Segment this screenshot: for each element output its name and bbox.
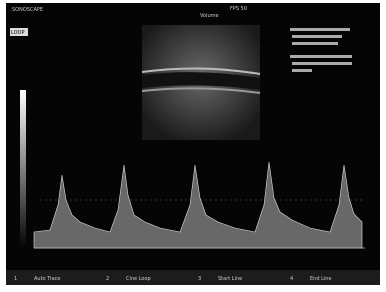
ultrasound-screen: SONOSCAPE FPS 50 Volume LOOP 1 Auto Trace… <box>0 0 386 288</box>
page: SONOSCAPE FPS 50 Volume LOOP 1 Auto Trace… <box>0 0 386 288</box>
gray-scale-bar <box>20 90 26 250</box>
menu-key: 3 <box>198 276 201 282</box>
menu-label: End Line <box>310 276 332 282</box>
menu-label: Cine Loop <box>126 276 151 282</box>
fps: FPS 50 <box>230 6 247 12</box>
menu-key: 1 <box>14 276 17 282</box>
menu-key: 4 <box>290 276 293 282</box>
menu-label: Start Line <box>218 276 242 282</box>
mode-tag: LOOP <box>11 30 25 36</box>
brand: SONOSCAPE <box>12 7 43 13</box>
volume: Volume <box>200 13 219 19</box>
menu-key: 2 <box>106 276 109 282</box>
menu-label: Auto Trace <box>34 276 60 282</box>
